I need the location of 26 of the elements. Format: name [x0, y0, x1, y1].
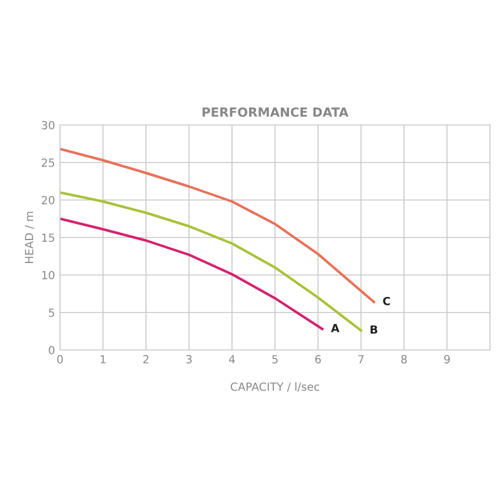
x-tick-label: 5: [272, 355, 278, 364]
y-tick-label: 10: [42, 270, 54, 280]
x-tick-label: 9: [444, 355, 450, 364]
series-label: B: [370, 325, 378, 334]
y-tick-label: 20: [42, 196, 54, 204]
line-series: [60, 218, 324, 330]
y-axis-title: HEAD / m: [25, 212, 34, 263]
line-series: [60, 191, 362, 332]
x-tick-label: 3: [186, 355, 192, 364]
series-label: A: [330, 324, 340, 332]
x-tick-label: 4: [229, 355, 235, 364]
y-tick-label: 25: [42, 158, 54, 167]
y-tick-label: 0: [48, 346, 54, 354]
x-tick-label: 8: [401, 355, 407, 364]
y-tick-label: 30: [42, 120, 54, 130]
x-tick-label: 7: [358, 355, 364, 364]
y-tick-label: 5: [48, 308, 54, 317]
x-tick-label: 0: [57, 355, 63, 364]
x-tick-label: 1: [100, 355, 106, 364]
x-tick-label: 2: [143, 355, 148, 364]
y-tick-label: 15: [42, 234, 54, 242]
x-tick-label: 6: [315, 355, 321, 364]
series-label: C: [383, 296, 390, 306]
x-axis-title: CAPACITY / l/sec: [230, 382, 320, 392]
line-series: [60, 148, 376, 304]
chart-title: PERFORMANCE DATA: [202, 107, 348, 117]
